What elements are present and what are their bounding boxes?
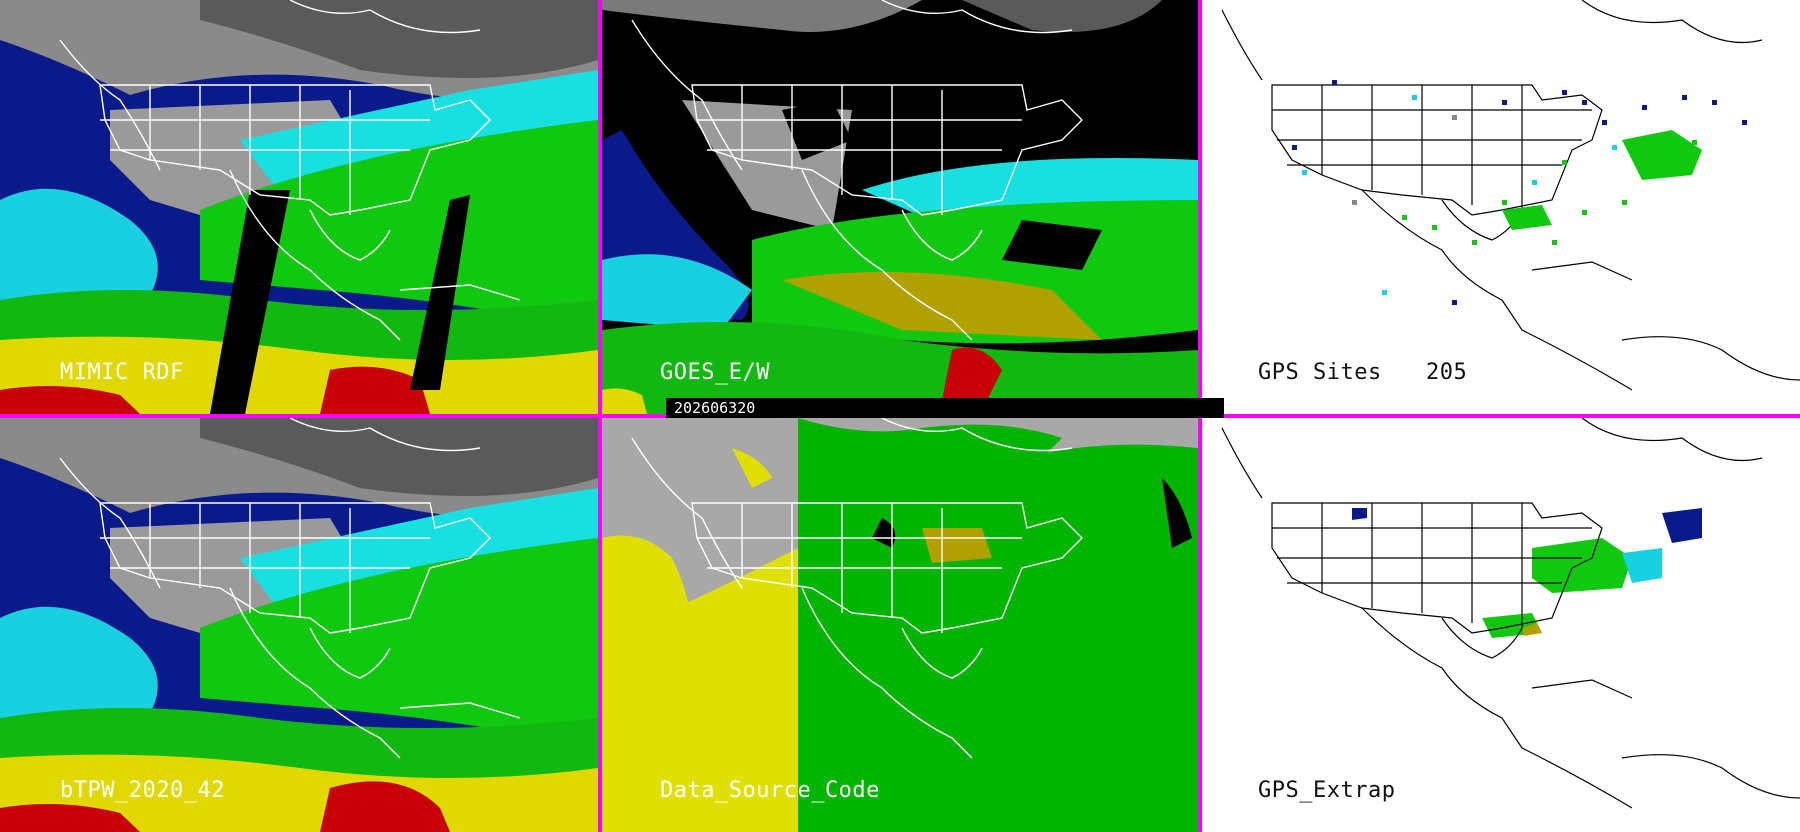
mimic-rdf-map: [0, 0, 598, 414]
panel-mimic-rdf[interactable]: MIMIC RDF: [0, 0, 598, 414]
gps-sites-map: [1202, 0, 1800, 414]
btpw-map: [0, 418, 598, 832]
panel-data-source-code[interactable]: Data_Source_Code: [602, 418, 1198, 832]
gps-site-count: 205: [1426, 360, 1468, 385]
panel-label: Data_Source_Code: [660, 778, 880, 803]
panel-label: GOES_E/W: [660, 360, 770, 385]
panel-goes-ew[interactable]: GOES_E/W: [602, 0, 1198, 414]
gps-extrap-map: [1202, 418, 1800, 832]
panel-label: GPS Sites: [1258, 360, 1382, 385]
panel-gps-extrap[interactable]: GPS_Extrap: [1202, 418, 1800, 832]
timestamp-bar: 202606320: [666, 398, 1224, 418]
panel-label: GPS_Extrap: [1258, 778, 1396, 803]
goes-ew-map: [602, 0, 1198, 414]
data-source-code-map: [602, 418, 1198, 832]
panel-label: MIMIC RDF: [60, 360, 184, 385]
panel-btpw[interactable]: bTPW_2020_42: [0, 418, 598, 832]
panel-gps-sites[interactable]: GPS Sites 205: [1202, 0, 1800, 414]
panel-label: bTPW_2020_42: [60, 778, 225, 803]
